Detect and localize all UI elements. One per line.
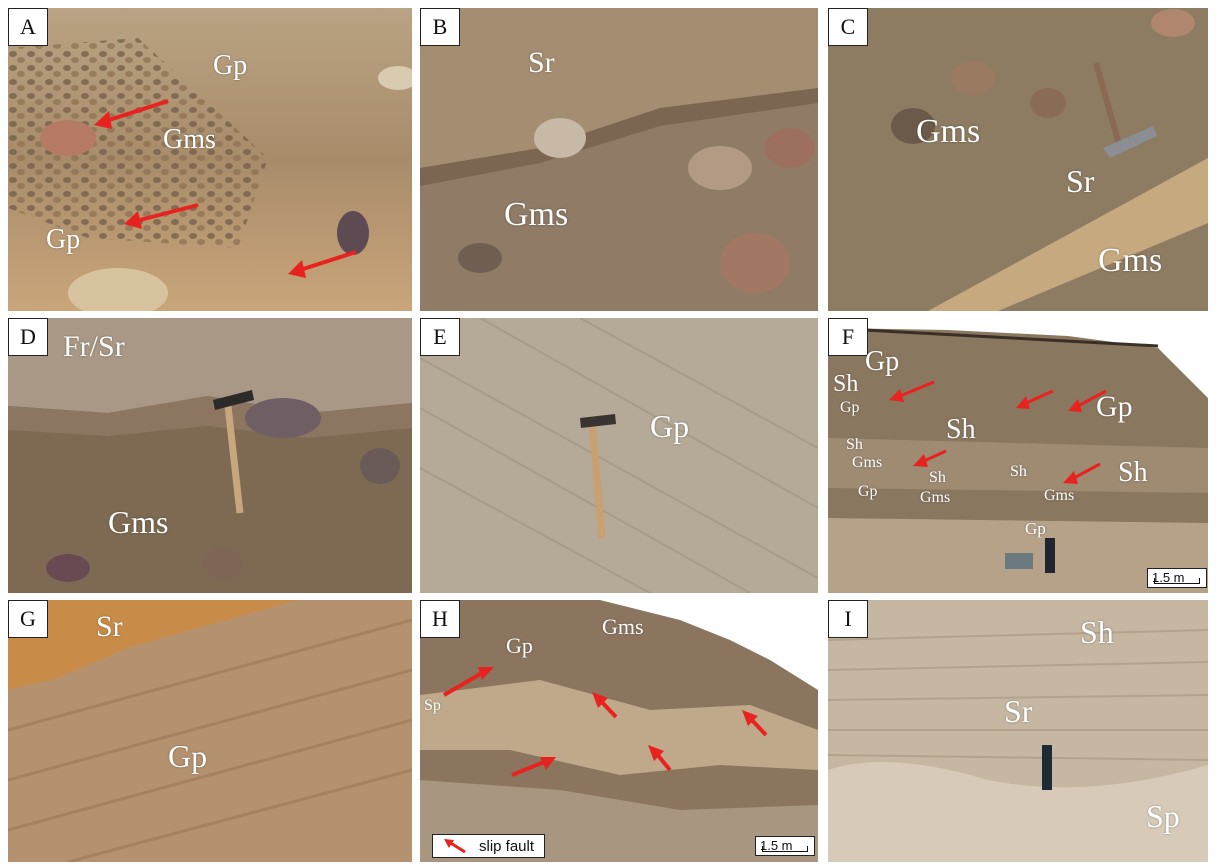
photo-panel-b: B Sr Gms	[420, 8, 818, 311]
panel-label-d: D	[8, 318, 48, 356]
photo-panel-c: C Gms Sr Gms	[828, 8, 1208, 311]
unit-label-sr: Sr	[1004, 693, 1033, 729]
hammer-handle	[224, 405, 244, 514]
cart-icon	[1005, 553, 1033, 569]
panel-label-a: A	[8, 8, 48, 46]
unit-label-frsr: Fr/Sr	[63, 330, 125, 363]
photo-panel-i: I Sh Sr Sp	[828, 600, 1208, 862]
scale-bar-line	[1154, 578, 1200, 584]
scale-bar-label: 1.5 m	[1152, 570, 1185, 585]
unit-label-gp: Gp	[650, 408, 690, 444]
unit-label-sh: Sh	[833, 371, 859, 397]
photo-panel-d: D Fr/Sr Gms	[8, 318, 412, 593]
unit-label-gms: Gms	[1044, 487, 1075, 504]
scale-bar: 1.5 m	[1147, 568, 1207, 588]
hammer-gravel-photo	[8, 318, 412, 593]
sand-over-gravel-photo	[420, 8, 818, 311]
unit-label-sh: Sh	[1010, 463, 1027, 480]
hammer-head-icon	[580, 414, 616, 428]
sand-section-knife-photo	[828, 600, 1208, 862]
gravel-outcrop-photo	[8, 8, 412, 311]
unit-label-gms: Gms	[916, 113, 981, 150]
unit-label-gms: Gms	[602, 614, 644, 639]
scale-bar: 1.5 m	[755, 836, 815, 856]
unit-label-sh: Sh	[846, 436, 863, 453]
scale-bar-label: 1.5 m	[760, 838, 793, 853]
unit-label-gms: Gms	[852, 454, 883, 471]
unit-label-sr: Sr	[96, 610, 123, 643]
hammer-head-icon	[213, 390, 254, 410]
unit-label-gp: Gp	[840, 399, 860, 416]
person-figure	[1045, 538, 1055, 573]
unit-label-sh: Sh	[1118, 457, 1148, 488]
unit-label-sp: Sp	[1146, 798, 1180, 834]
gravel-sand-hammer-photo	[828, 8, 1208, 311]
legend-label: slip fault	[479, 837, 535, 855]
unit-label-gms: Gms	[504, 196, 569, 233]
photo-panel-g: G Sr Gp	[8, 600, 412, 862]
photo-panel-e: E Gp	[420, 318, 818, 593]
hammer-head-icon	[1103, 126, 1157, 158]
unit-label-gp: Gp	[506, 633, 533, 658]
photo-panel-f: F Gp Sh Gp Sh Gp Sh Gms Sh Sh Gp Gms Gms…	[828, 318, 1208, 593]
panel-label-e: E	[420, 318, 460, 356]
unit-label-gp: Gp	[858, 483, 878, 500]
unit-label-gp: Gp	[1096, 390, 1133, 423]
hammer-handle	[1093, 62, 1123, 149]
unit-label-gp: Gp	[1025, 519, 1046, 538]
unit-label-sr: Sr	[1066, 163, 1095, 199]
unit-label-gp: Gp	[865, 346, 900, 377]
unit-label-gms: Gms	[1098, 242, 1163, 279]
faulted-outcrop-photo	[420, 600, 818, 862]
panel-label-h: H	[420, 600, 460, 638]
panel-label-f: F	[828, 318, 868, 356]
unit-label-gp: Gp	[46, 224, 81, 255]
planar-gravel-hammer-photo	[420, 318, 818, 593]
unit-label-gp: Gp	[168, 738, 208, 774]
hammer-handle	[588, 421, 606, 539]
unit-label-gms: Gms	[163, 124, 216, 155]
unit-label-gms: Gms	[920, 489, 951, 506]
arrow-legend: slip fault	[432, 834, 546, 858]
unit-label-sh: Sh	[1080, 614, 1114, 650]
knife-icon	[1042, 745, 1052, 790]
panel-label-g: G	[8, 600, 48, 638]
panel-label-i: I	[828, 600, 868, 638]
gravel-layers-photo	[8, 600, 412, 862]
photo-panel-h: H Gp Gms Sp slip fault 1.5 m	[420, 600, 818, 862]
photo-panel-a: A Gp Gms Gp	[8, 8, 412, 311]
unit-label-sp: Sp	[424, 697, 441, 714]
panel-label-c: C	[828, 8, 868, 46]
unit-label-sr: Sr	[528, 46, 555, 79]
red-arrow-icon	[444, 839, 466, 854]
unit-label-gp: Gp	[213, 50, 248, 81]
unit-label-gms: Gms	[108, 504, 169, 540]
panel-label-b: B	[420, 8, 460, 46]
unit-label-sh: Sh	[929, 469, 946, 486]
unit-label-sh: Sh	[946, 414, 976, 445]
scale-bar-line	[762, 846, 808, 852]
